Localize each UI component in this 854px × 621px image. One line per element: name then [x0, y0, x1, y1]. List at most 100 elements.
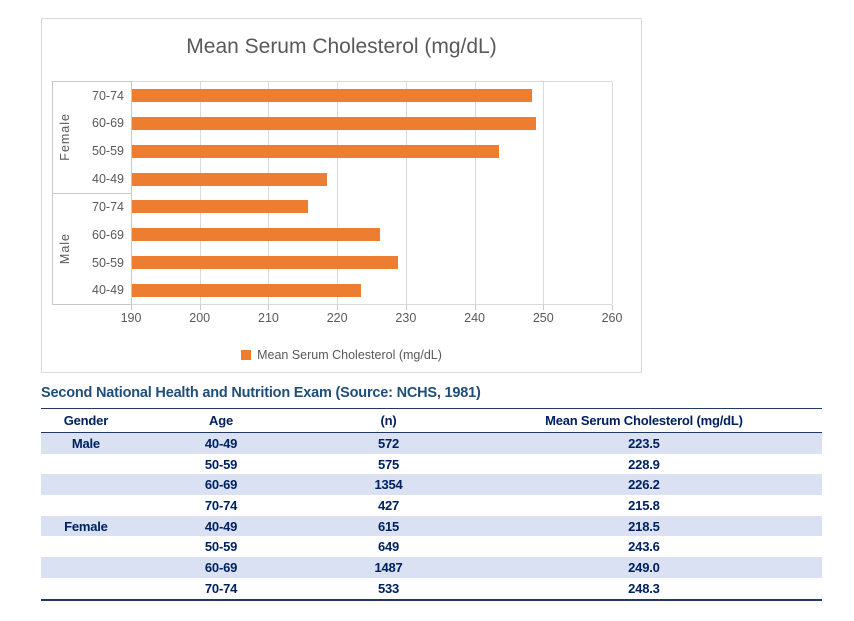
age-label: 70-74 — [92, 88, 124, 103]
x-axis-tick-label: 250 — [532, 311, 554, 325]
column-header: Age — [130, 408, 312, 433]
bar — [131, 228, 380, 242]
table-cell: 40-49 — [204, 435, 238, 451]
table-cell: Male — [71, 435, 100, 451]
chart-title: Mean Serum Cholesterol (mg/dL) — [186, 35, 497, 58]
axis-tickmark — [612, 305, 613, 310]
axis-tickmark — [199, 305, 201, 310]
table-row: 70-74 533 248.3 — [41, 577, 822, 601]
group-label-column: Male — [53, 194, 77, 305]
table-cell: 615 — [377, 518, 400, 534]
table-cell — [41, 536, 131, 557]
age-label: 40-49 — [92, 283, 124, 298]
table-cell: 70-74 — [130, 577, 312, 601]
x-axis-tick-label: 230 — [395, 311, 417, 325]
axis-tickmark — [131, 305, 132, 310]
x-axis-tick-label: 220 — [326, 311, 348, 325]
table-cell: 533 — [311, 577, 466, 601]
column-header: (n) — [311, 408, 466, 433]
table-cell — [41, 577, 131, 601]
bar — [131, 255, 399, 269]
plot-area — [131, 81, 613, 310]
table-cell: 218.5 — [628, 518, 660, 534]
table-cell: 226.2 — [628, 477, 660, 493]
gridline — [268, 82, 270, 304]
table-cell: 50-59 — [204, 539, 238, 555]
group-label: Female — [58, 113, 72, 162]
bar — [131, 200, 309, 214]
bar — [131, 172, 327, 186]
table-row: Male 40-49 572 223.5 — [41, 432, 822, 454]
axis-tickmark — [268, 305, 270, 310]
table-cell: 60-69 — [204, 559, 238, 575]
column-header: Gender — [41, 408, 131, 433]
axis-tickmark — [405, 305, 407, 310]
age-label: 60-69 — [92, 116, 124, 131]
table-cell: 223.5 — [628, 435, 660, 451]
x-axis-tick-label: 260 — [601, 311, 623, 325]
group-label-column: Female — [53, 82, 77, 193]
age-label: 50-59 — [92, 255, 124, 270]
x-axis-tick-label: 190 — [120, 311, 142, 325]
table-cell: 248.3 — [465, 577, 822, 601]
category-group-female: Female 70-74 60-69 50-59 40-49 — [53, 82, 131, 193]
table-cell: 40-49 — [204, 518, 238, 534]
legend-label: Mean Serum Cholesterol (mg/dL) — [257, 348, 442, 362]
table-cell: 215.8 — [628, 497, 660, 513]
bar — [131, 117, 537, 131]
category-axis: Female 70-74 60-69 50-59 40-49 Male 70-74 60-69… — [52, 81, 132, 305]
x-axis-tick-label: 200 — [189, 311, 211, 325]
table-row: Female 40-49 615 218.5 — [41, 515, 822, 537]
table-cell: 1487 — [374, 559, 403, 575]
axis-tickmark — [337, 305, 339, 310]
table-cell: 243.6 — [628, 539, 660, 555]
age-label: 50-59 — [92, 144, 124, 159]
table-body: Male 40-49 572 223.5 50-59 575 228.9 60-69 1354 2… — [41, 432, 822, 601]
bar — [131, 144, 500, 158]
bar — [131, 283, 362, 297]
table-cell — [41, 495, 131, 516]
gridline — [612, 82, 613, 304]
table-cell — [41, 474, 131, 495]
table-header: Gender Age (n) Mean Serum Cholesterol (mg/d… — [41, 408, 822, 433]
table-header-row: Gender Age (n) Mean Serum Cholesterol (mg/d… — [41, 408, 822, 433]
x-axis-tick-label: 240 — [464, 311, 485, 325]
table-cell: Female — [64, 518, 108, 534]
category-group-male: Male 70-74 60-69 50-59 40-49 — [53, 192, 131, 305]
table-row: 70-74 427 215.8 — [41, 495, 822, 516]
x-axis-tick-label: 210 — [257, 311, 279, 325]
gridline — [199, 82, 201, 304]
table-row: 60-69 1487 249.0 — [41, 557, 822, 578]
table-row: 50-59 649 243.6 — [41, 536, 822, 557]
table-cell: 70-74 — [204, 497, 238, 513]
age-label-column: 70-74 60-69 50-59 40-49 — [77, 194, 131, 305]
axis-tickmark — [474, 305, 476, 310]
data-table: Gender Age (n) Mean Serum Cholesterol (mg/d… — [41, 408, 822, 601]
gridline — [337, 82, 339, 304]
table-cell — [41, 454, 131, 475]
table-row: 60-69 1354 226.2 — [41, 474, 822, 496]
age-label-column: 70-74 60-69 50-59 40-49 — [77, 82, 131, 193]
axis-tickmark — [543, 305, 545, 310]
chart-container: Mean Serum Cholesterol (mg/dL) Female 70-… — [41, 18, 642, 373]
table-cell: 228.9 — [628, 456, 660, 472]
bar — [131, 89, 532, 103]
table-title: Second National Health and Nutrition Exa… — [41, 385, 481, 401]
table-cell: 60-69 — [204, 477, 238, 493]
column-header: Mean Serum Cholesterol (mg/dL) — [465, 408, 822, 433]
table-cell: 1354 — [374, 477, 403, 493]
gridline — [405, 82, 407, 304]
table-cell: 649 — [377, 539, 400, 555]
age-label: 70-74 — [92, 200, 124, 215]
gridline — [474, 82, 476, 304]
table-cell: 249.0 — [628, 559, 660, 575]
table-cell — [41, 557, 131, 578]
table-cell: 427 — [377, 497, 400, 513]
table-row: 50-59 575 228.9 — [41, 454, 822, 475]
group-label: Male — [58, 233, 72, 265]
age-label: 40-49 — [92, 171, 124, 186]
gridline — [543, 82, 545, 304]
table-cell: 575 — [377, 456, 400, 472]
table-cell: 572 — [377, 435, 400, 451]
